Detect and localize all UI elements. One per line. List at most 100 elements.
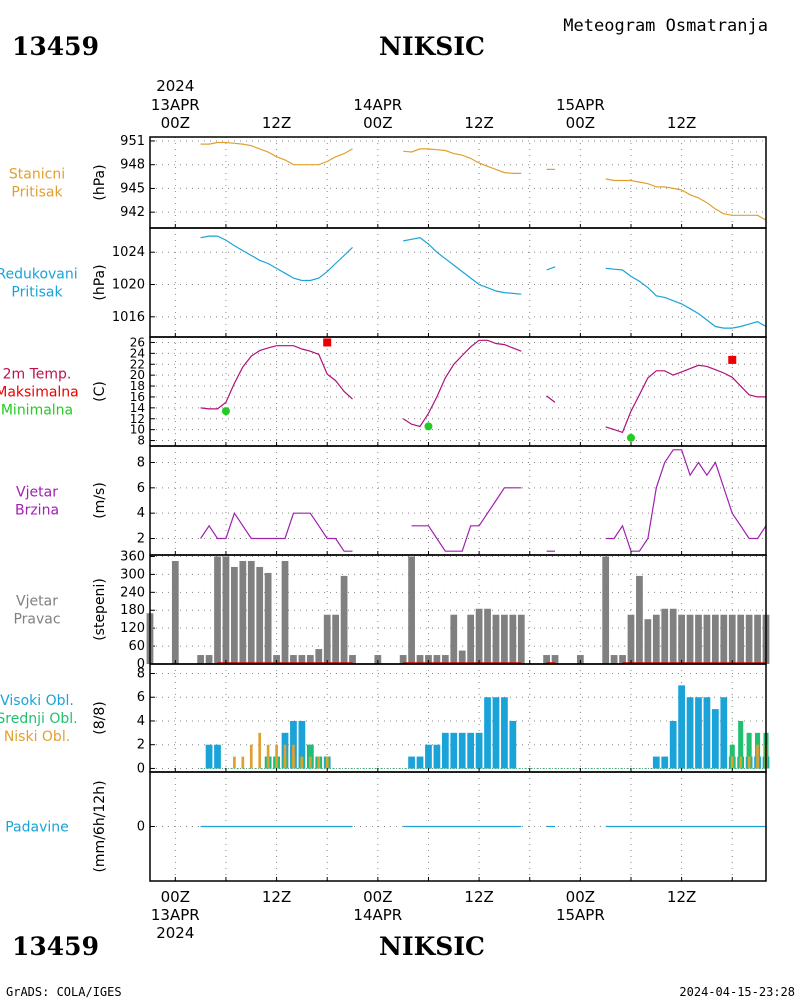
panel-frame — [149, 336, 767, 447]
cloud-bar-0 — [492, 697, 500, 769]
y-tick-label: 8 — [137, 455, 145, 470]
wind-direction-bar — [661, 608, 669, 664]
wind-direction-bar — [214, 556, 221, 664]
wind-direction-bar — [374, 655, 382, 664]
wind-direction-bar — [205, 655, 213, 664]
y-tick-label: 120 — [120, 621, 145, 636]
wind-direction-bar — [340, 575, 348, 664]
y-tick-label: 942 — [120, 205, 145, 220]
wind-direction-bar — [290, 655, 297, 664]
station-id-bottom: 13459 — [12, 932, 99, 961]
y-tick-label: 20 — [130, 368, 145, 382]
series-line — [403, 148, 522, 174]
y-tick-label: 12 — [130, 412, 145, 426]
panel-label: Visoki Obl. — [0, 693, 74, 709]
series-line — [200, 511, 353, 552]
wind-direction-bar — [467, 614, 475, 664]
y-tick-label: 16 — [130, 390, 145, 404]
top-hour-label: 12Z — [667, 114, 696, 132]
cloud-bar-0 — [509, 720, 517, 769]
top-hour-label: 12Z — [262, 114, 291, 132]
series-line — [402, 339, 522, 428]
y-tick-label: 948 — [120, 158, 145, 173]
cloud-bar-0 — [661, 756, 669, 769]
cloud-bar-0 — [433, 744, 441, 769]
y-axis-title: (m/s) — [92, 482, 108, 519]
y-tick-label: 22 — [130, 357, 145, 371]
y-tick-label: 0 — [137, 820, 145, 835]
cloud-bar-2 — [275, 744, 278, 769]
wind-direction-bar — [408, 556, 415, 664]
y-axis-title: (8/8) — [92, 701, 108, 734]
cloud-bar-0 — [703, 697, 711, 769]
wind-direction-bar — [256, 566, 264, 664]
cloud-bar-2 — [266, 744, 270, 769]
panel-frame — [149, 136, 767, 229]
min-temp-marker — [424, 422, 433, 431]
wind-direction-bar — [416, 655, 424, 664]
wind-direction-bar — [619, 655, 626, 664]
y-tick-label: 4 — [137, 714, 145, 729]
panel-frame — [149, 227, 767, 338]
y-axis-title: (hPa) — [92, 264, 108, 300]
y-tick-label: 10 — [130, 423, 145, 437]
panel-label: Redukovani — [0, 267, 78, 283]
y-tick-label: 26 — [130, 335, 145, 349]
panel-label: Vjetar — [16, 594, 58, 610]
panel-frame — [149, 771, 767, 882]
station-id-top: 13459 — [12, 32, 99, 61]
y-tick-label: 951 — [120, 134, 145, 149]
series-line — [200, 345, 353, 410]
cloud-bar-0 — [450, 732, 458, 769]
y-tick-label: 18 — [130, 379, 145, 393]
wind-direction-bar — [695, 614, 702, 664]
wind-direction-bar — [197, 655, 205, 664]
bottom-day-label: 15APR — [556, 906, 605, 924]
wind-direction-bar — [298, 655, 306, 664]
y-tick-label: 2 — [137, 738, 145, 753]
series-line — [605, 449, 767, 552]
y-tick-label: 360 — [120, 549, 145, 564]
wind-direction-bar — [610, 655, 618, 664]
wind-direction-bar — [231, 566, 238, 664]
wind-direction-bar — [475, 608, 483, 664]
top-day-label: 14APR — [353, 96, 402, 114]
panel-label: Brzina — [15, 503, 59, 519]
panel-precipitation: 0 (mm/6h/12h) Padavine — [5, 771, 767, 882]
cloud-bar-0 — [720, 697, 728, 769]
panel-label: Pravac — [13, 612, 60, 628]
panel-pressure_station: 942 945 948 951 (hPa) Stanicni Pritisak — [9, 134, 767, 229]
cloud-bar-0 — [298, 720, 306, 769]
cloud-bar-2 — [283, 744, 287, 769]
y-axis-title: (hPa) — [92, 164, 108, 200]
wind-direction-bar — [686, 614, 694, 664]
y-tick-label: 240 — [120, 585, 145, 600]
panel-label: Vjetar — [16, 485, 58, 501]
y-tick-label: 14 — [130, 401, 145, 415]
cloud-bar-2 — [241, 756, 245, 769]
y-axis-title: (stepeni) — [92, 578, 108, 641]
top-day-label: 15APR — [556, 96, 605, 114]
y-tick-label: 1024 — [112, 245, 145, 260]
cloud-bar-1 — [738, 720, 744, 769]
cloud-bar-2 — [308, 756, 312, 769]
bottom-hour-label: 00Z — [363, 888, 392, 906]
bottom-hour-label: 12Z — [667, 888, 696, 906]
y-tick-label: 1016 — [112, 310, 145, 325]
bottom-day-label: 13APR — [151, 906, 200, 924]
panel-frame — [149, 445, 767, 556]
series-line — [605, 364, 766, 434]
y-tick-label: 60 — [128, 639, 145, 654]
wind-direction-bar — [551, 655, 559, 664]
panel-label: 2m Temp. — [3, 367, 72, 383]
series-line — [605, 178, 767, 221]
panel-label: Srednji Obl. — [0, 711, 78, 727]
panel-pressure_reduced: 1016 1020 1024 (hPa) Redukovani Pritisak — [0, 227, 767, 338]
cloud-bar-0 — [416, 756, 424, 769]
y-tick-label: 945 — [120, 181, 145, 196]
wind-direction-bar — [264, 572, 272, 664]
wind-direction-bar — [602, 556, 610, 664]
series-line — [200, 235, 353, 282]
y-tick-label: 300 — [120, 567, 145, 582]
